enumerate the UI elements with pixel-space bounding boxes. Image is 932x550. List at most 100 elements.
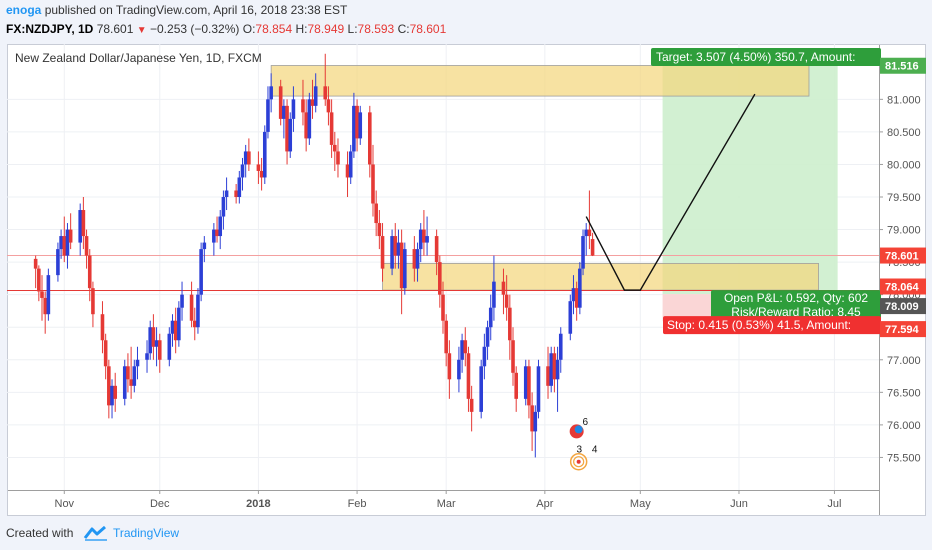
publish-info: enoga published on TradingView.com, Apri… <box>6 3 347 17</box>
x-tick-label: Nov <box>55 498 75 510</box>
candle-body <box>301 99 305 113</box>
candle-body <box>154 340 159 347</box>
tradingview-logo-icon <box>83 525 107 541</box>
candle-body <box>91 288 95 315</box>
y-tick-label: 76.000 <box>887 420 921 432</box>
publish-header: enoga published on TradingView.com, Apri… <box>0 0 932 42</box>
candle-body <box>469 398 474 412</box>
candle-body <box>212 229 216 243</box>
candle-body <box>266 99 270 132</box>
candle-body <box>199 249 203 295</box>
candle-body <box>215 229 219 237</box>
stop-label-box <box>663 316 881 335</box>
candle-body <box>581 236 585 269</box>
candle-body <box>332 144 337 152</box>
candle-body <box>46 275 51 315</box>
candle-body <box>466 353 471 399</box>
candle-body <box>578 268 582 308</box>
candle-body <box>415 249 420 269</box>
candle-body <box>399 242 404 289</box>
candle-body <box>282 105 286 119</box>
candle-body <box>393 236 398 256</box>
candle-body <box>590 239 595 256</box>
candle-body <box>396 242 401 256</box>
candle-body <box>533 411 538 432</box>
candle-body <box>352 105 356 152</box>
demand-zone <box>382 263 819 291</box>
candle-body <box>180 294 184 308</box>
candle-body <box>380 236 385 269</box>
candle-body <box>574 288 579 308</box>
wave-marker-icon <box>573 456 585 468</box>
candle-body <box>37 268 41 292</box>
close-label: C: <box>397 22 410 36</box>
candle-body <box>122 366 127 399</box>
candle-body <box>113 385 118 399</box>
candle-body <box>68 229 73 243</box>
candle-body <box>132 366 137 386</box>
pnl-label-box <box>711 290 881 321</box>
candle-body <box>460 340 464 360</box>
candle-body <box>87 255 92 289</box>
candle-body <box>196 294 200 328</box>
chart-area[interactable]: 75.50076.00076.50077.00077.50078.00078.5… <box>7 44 926 516</box>
y-tick-label: 79.000 <box>887 225 921 237</box>
y-tick-label: 77.000 <box>887 355 921 367</box>
publish-text: published on TradingView.com, April 16, … <box>44 3 348 17</box>
candle-body <box>444 320 448 354</box>
candle-body <box>447 353 452 380</box>
candle-body <box>584 229 589 237</box>
time-axis-background <box>7 490 879 516</box>
price-chart[interactable]: 75.50076.00076.50077.00077.50078.00078.5… <box>7 44 926 516</box>
x-tick-label: May <box>630 498 651 510</box>
target-label-box <box>651 48 881 66</box>
price-label-box <box>880 57 926 74</box>
candle-body <box>307 99 312 139</box>
x-tick-label: Mar <box>437 498 456 510</box>
supply-zone <box>270 65 810 97</box>
candle-body <box>422 229 426 243</box>
price-label: 78.064 <box>885 282 920 294</box>
candle-body <box>278 86 283 119</box>
footer: Created with TradingView <box>0 518 932 550</box>
author-name[interactable]: enoga <box>6 3 42 17</box>
target-zone <box>662 65 838 295</box>
stop-label: Stop: 0.415 (0.53%) 41.5, Amount: <box>667 318 851 332</box>
candle-body <box>262 131 267 178</box>
candle-body <box>511 340 515 373</box>
candle-body <box>259 170 264 178</box>
candle-body <box>173 320 178 341</box>
candle-body <box>313 86 318 106</box>
price-change: −0.253 (−0.32%) <box>150 22 240 36</box>
candle-body <box>390 236 394 269</box>
candle-body <box>552 353 557 380</box>
candle-body <box>221 197 226 217</box>
candle-body <box>434 236 439 263</box>
candle-body <box>358 112 363 139</box>
open-label: O: <box>242 22 256 36</box>
candle-body <box>568 301 573 334</box>
y-tick-label: 80.500 <box>887 127 921 139</box>
wave-label: 3 <box>576 445 582 456</box>
candle-body <box>485 327 490 347</box>
candle-body <box>33 258 38 269</box>
candle-body <box>100 314 105 341</box>
candle-body <box>167 333 172 360</box>
candle-body <box>546 366 550 386</box>
candle-body <box>177 307 181 341</box>
risk-reward-label: Risk/Reward Ratio: 8.45 <box>731 305 861 319</box>
low-value: 78.593 <box>357 22 395 36</box>
x-tick-label: Dec <box>150 498 170 510</box>
candle-body <box>425 236 429 243</box>
candle-body <box>78 210 82 243</box>
tradingview-brand-link[interactable]: TradingView <box>113 526 180 540</box>
candle-body <box>368 112 372 165</box>
candle-body <box>457 359 461 380</box>
y-tick-label: 81.000 <box>887 94 921 106</box>
candle-body <box>103 340 108 367</box>
candle-body <box>151 327 156 347</box>
candle-body <box>110 385 114 406</box>
price-label: 78.009 <box>885 301 919 313</box>
candle-body <box>148 327 153 354</box>
candle-body <box>418 229 423 250</box>
